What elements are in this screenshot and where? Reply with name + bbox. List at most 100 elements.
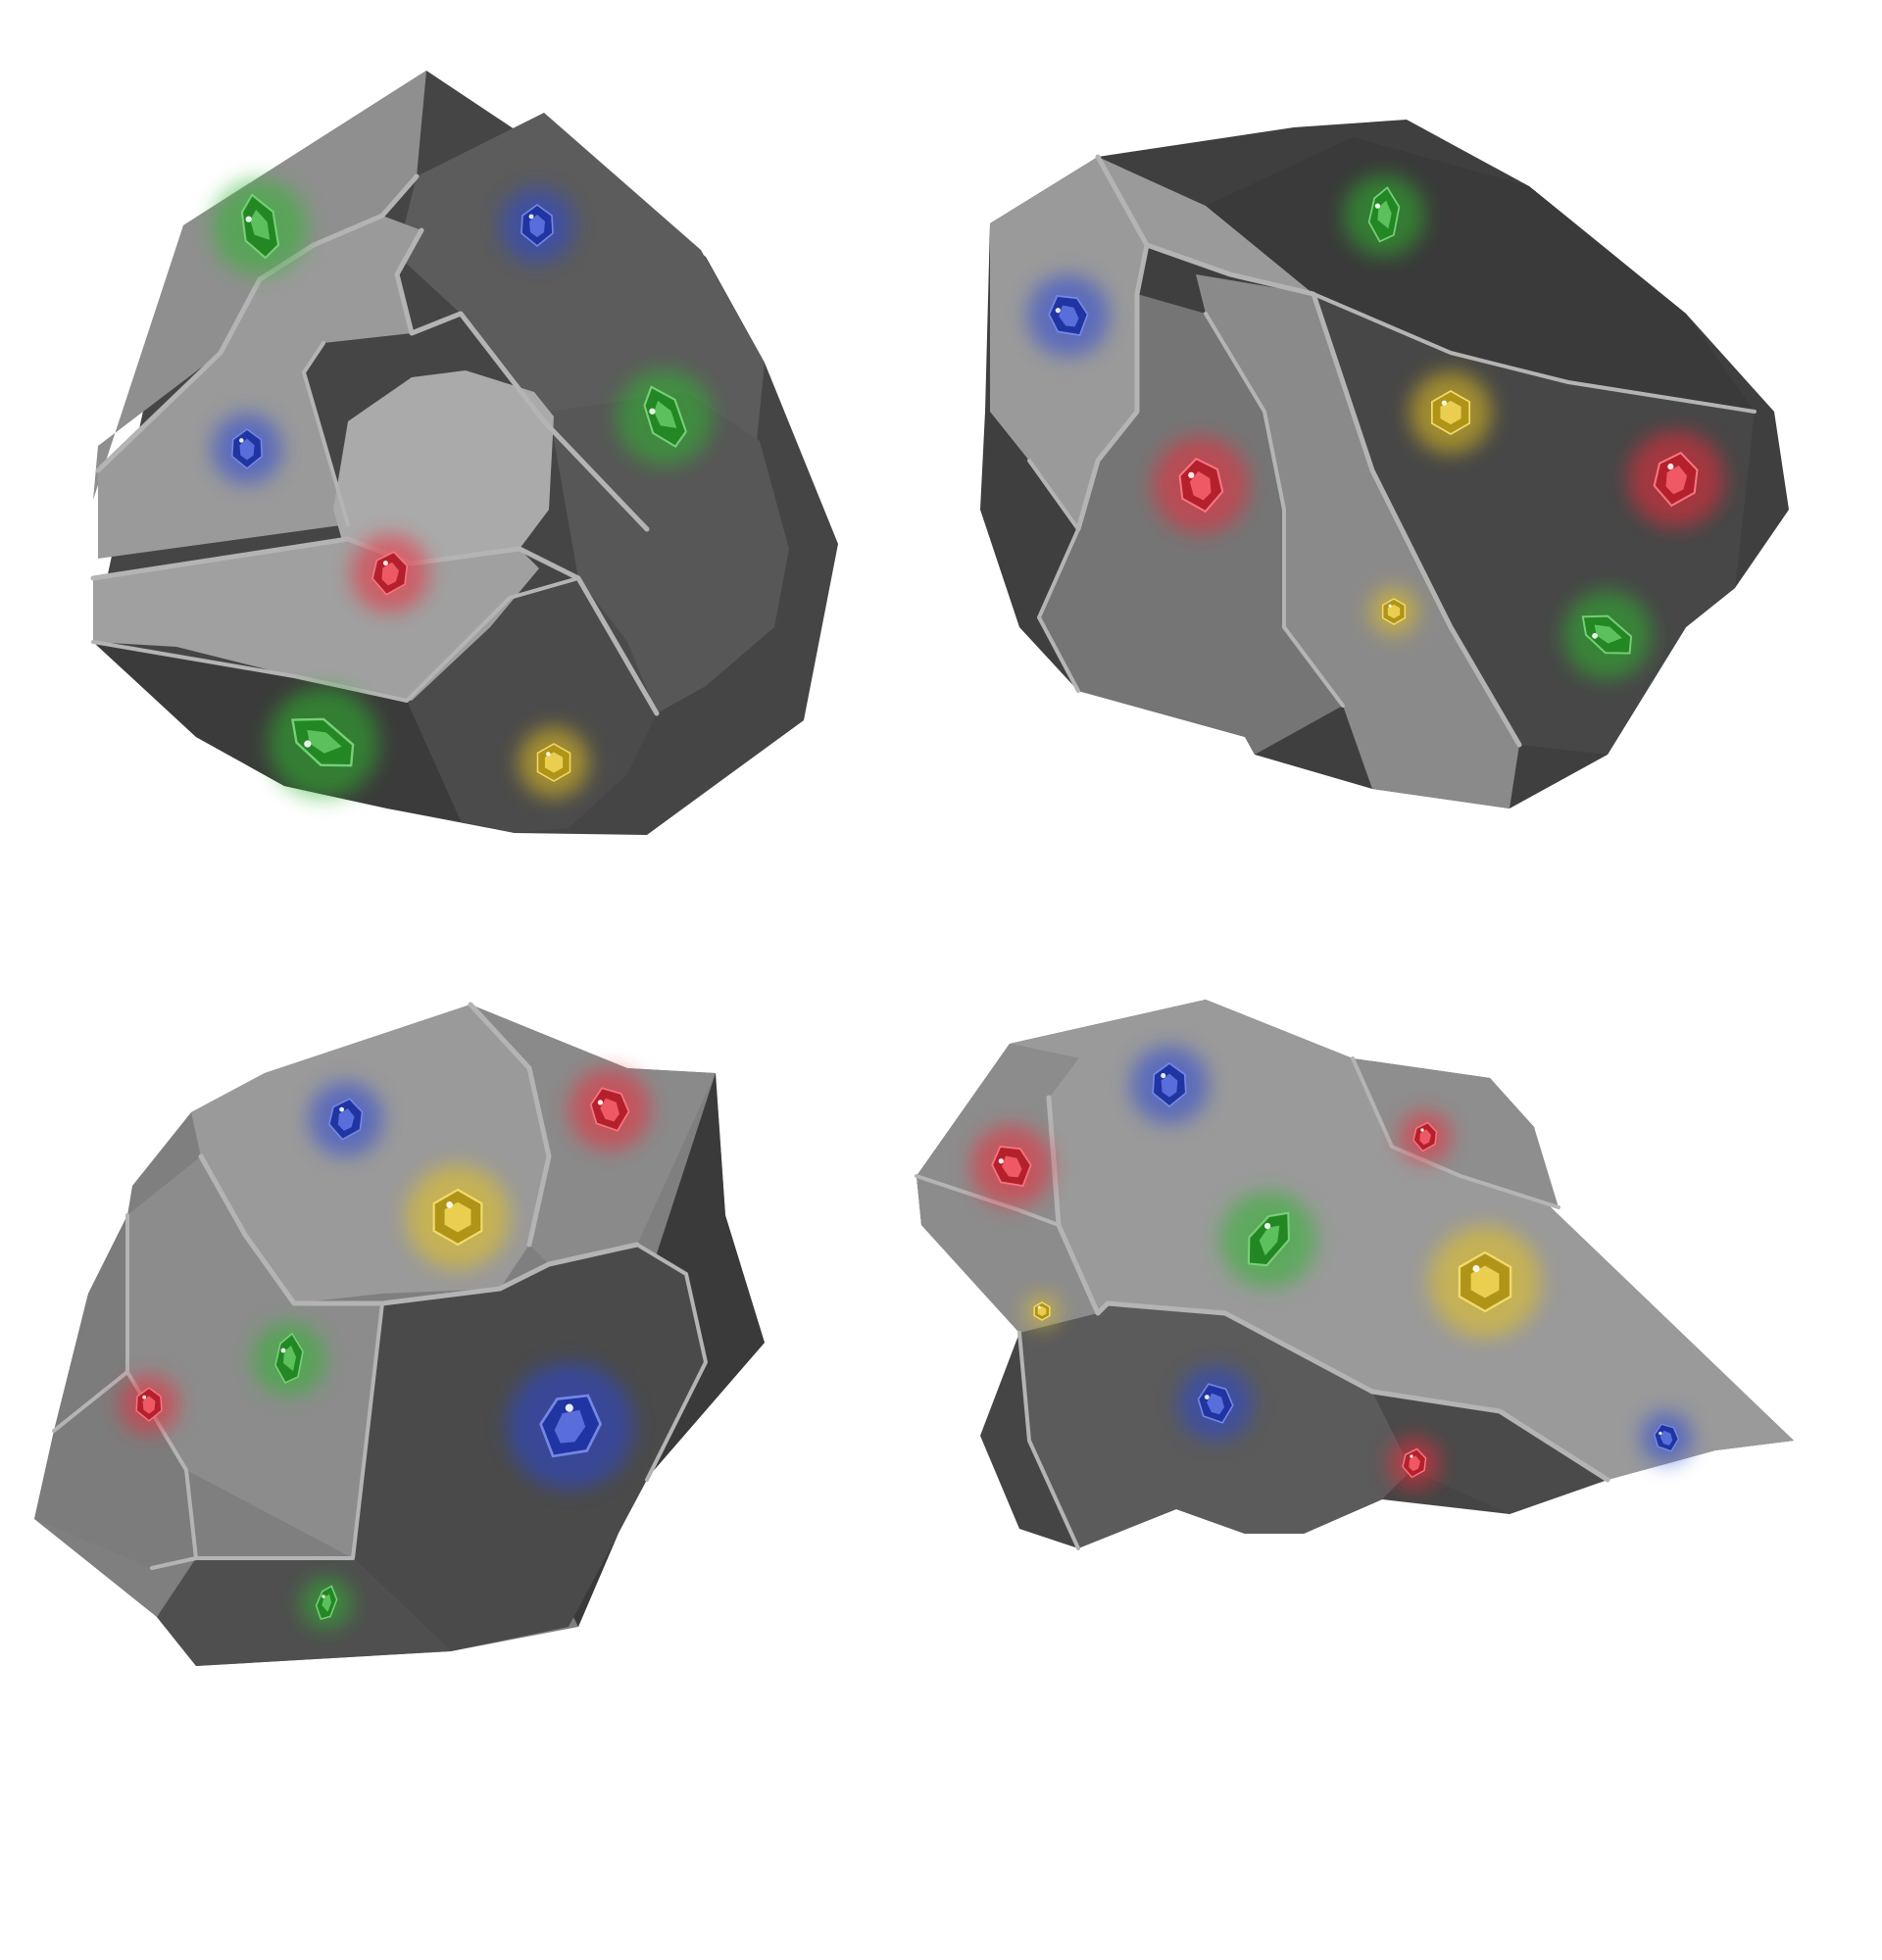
yellow-gem-icon[interactable]	[1410, 371, 1492, 454]
gem-sparkle	[1472, 1264, 1480, 1273]
red-gem-icon[interactable]	[119, 1374, 179, 1435]
gem-facet	[381, 562, 400, 586]
gems-layer	[119, 166, 1732, 1634]
green-gem-icon[interactable]	[198, 166, 322, 290]
gem-facet	[544, 752, 564, 773]
rock-face	[98, 216, 421, 559]
gem-sparkle	[1037, 1305, 1041, 1309]
green-gem-icon[interactable]	[599, 352, 731, 484]
gem-facet	[1002, 1155, 1022, 1178]
rock-crack	[394, 227, 650, 532]
rock-crack	[1017, 1331, 1080, 1550]
rock-crack	[52, 1370, 129, 1433]
gem-facet	[1189, 470, 1212, 501]
gem-facet	[1470, 1265, 1500, 1298]
gem-sparkle	[280, 1348, 286, 1353]
rock-crack	[468, 1002, 552, 1248]
gem-sparkle	[1204, 1395, 1210, 1399]
gem-sparkle	[1388, 604, 1392, 608]
gem-sparkle	[528, 214, 534, 220]
blue-gem-icon[interactable]	[1130, 1046, 1209, 1124]
gem-sparkle	[649, 408, 656, 415]
red-gem-icon[interactable]	[1395, 1106, 1456, 1167]
gem-facet	[1409, 1455, 1421, 1472]
gem-sparkle	[1374, 203, 1381, 209]
gem-facet	[250, 210, 271, 240]
yellow-gem-icon[interactable]	[518, 726, 590, 799]
rock-crack	[1312, 292, 1757, 414]
gem-facet	[1419, 1129, 1432, 1146]
blue-gem-icon[interactable]	[211, 413, 283, 485]
gem-facet	[1037, 1306, 1047, 1316]
gem-sparkle	[239, 438, 244, 443]
green-gem-icon[interactable]	[252, 1322, 326, 1396]
yellow-gem-icon[interactable]	[405, 1164, 511, 1270]
gem-sparkle	[322, 1594, 325, 1598]
rock-face	[1372, 1392, 1608, 1514]
green-gem-icon[interactable]	[1203, 1174, 1335, 1306]
gem-facet	[1059, 305, 1079, 327]
gem-facet	[337, 1108, 355, 1131]
gem-sparkle	[1592, 632, 1598, 639]
rock-crack	[91, 576, 580, 703]
gem-facet	[444, 1201, 471, 1233]
rock-face	[990, 157, 1313, 529]
blue-gem-icon[interactable]	[500, 188, 574, 263]
gem-sparkle	[1441, 400, 1448, 406]
rock-face	[549, 392, 789, 713]
yellow-gem-icon[interactable]	[1024, 1294, 1060, 1329]
rock-face	[1010, 1000, 1794, 1480]
rock-face	[1353, 1058, 1559, 1207]
rock-crack	[150, 1301, 384, 1570]
gem-facet	[307, 729, 342, 754]
gem-facet	[1207, 1393, 1224, 1415]
gem-facet	[1594, 624, 1622, 644]
red-gem-icon[interactable]	[1384, 1433, 1445, 1494]
rock-crack	[635, 1243, 708, 1482]
gem-sparkle	[446, 1201, 453, 1208]
gem-facet	[600, 1098, 619, 1122]
green-gem-icon[interactable]	[1547, 574, 1669, 697]
gem-sparkle	[142, 1395, 147, 1399]
gem-facet	[1259, 1225, 1280, 1256]
blue-gem-icon[interactable]	[484, 1340, 657, 1512]
red-gem-icon[interactable]	[557, 1056, 662, 1161]
green-gem-icon[interactable]	[247, 666, 400, 819]
green-gem-icon[interactable]	[1343, 174, 1425, 257]
rock-crack	[1027, 459, 1080, 693]
gem-sparkle	[1667, 464, 1674, 470]
blue-gem-icon[interactable]	[1013, 260, 1124, 371]
red-gem-icon[interactable]	[1620, 423, 1732, 535]
gem-sparkle	[998, 1158, 1004, 1164]
rock-face	[34, 1215, 196, 1568]
rock-face	[333, 370, 554, 564]
gem-sparkle	[546, 752, 551, 757]
gem-facet	[283, 1346, 296, 1371]
red-gem-icon[interactable]	[1145, 429, 1257, 541]
green-gem-icon[interactable]	[296, 1573, 357, 1634]
gem-sparkle	[1188, 471, 1195, 478]
gem-sparkle	[1263, 1222, 1271, 1230]
rock-crack	[1144, 242, 1522, 748]
rock-crack	[1075, 154, 1150, 532]
gem-sparkle	[1410, 1454, 1413, 1458]
gem-sparkle	[382, 561, 388, 566]
rock-crack	[1204, 312, 1345, 708]
gem-sparkle	[1420, 1128, 1424, 1132]
blue-gem-icon[interactable]	[1633, 1404, 1700, 1471]
gem-facet	[1377, 200, 1392, 229]
yellow-gem-icon[interactable]	[1369, 587, 1418, 636]
gem-sparkle	[1161, 1073, 1166, 1079]
gem-facet	[1440, 400, 1461, 425]
red-gem-icon[interactable]	[956, 1110, 1067, 1222]
gem-facet	[1387, 604, 1401, 619]
gem-facet	[142, 1396, 156, 1414]
gem-facet	[554, 1409, 586, 1444]
gem-sparkle	[565, 1403, 573, 1412]
blue-gem-icon[interactable]	[303, 1076, 389, 1162]
red-gem-icon[interactable]	[345, 528, 435, 618]
yellow-gem-icon[interactable]	[1429, 1226, 1541, 1338]
blue-gem-icon[interactable]	[1167, 1355, 1263, 1450]
rock-crack	[90, 536, 660, 716]
